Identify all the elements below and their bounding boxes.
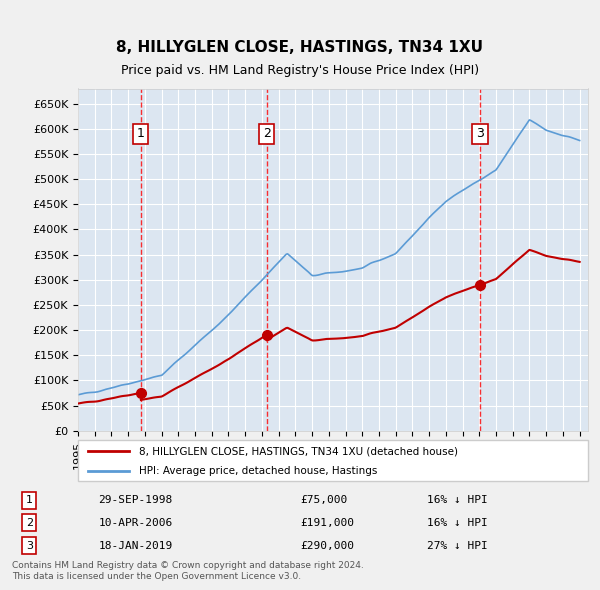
FancyBboxPatch shape [78, 440, 588, 481]
Text: £191,000: £191,000 [300, 517, 354, 527]
Text: 2: 2 [26, 517, 33, 527]
Text: 3: 3 [26, 541, 33, 551]
Text: 1: 1 [26, 496, 33, 505]
Text: 8, HILLYGLEN CLOSE, HASTINGS, TN34 1XU: 8, HILLYGLEN CLOSE, HASTINGS, TN34 1XU [116, 40, 484, 55]
Text: Price paid vs. HM Land Registry's House Price Index (HPI): Price paid vs. HM Land Registry's House … [121, 64, 479, 77]
Text: 18-JAN-2019: 18-JAN-2019 [98, 541, 173, 551]
Text: 3: 3 [476, 127, 484, 140]
Text: This data is licensed under the Open Government Licence v3.0.: This data is licensed under the Open Gov… [12, 572, 301, 581]
Text: 1: 1 [137, 127, 145, 140]
Text: Contains HM Land Registry data © Crown copyright and database right 2024.: Contains HM Land Registry data © Crown c… [12, 560, 364, 569]
Text: 16% ↓ HPI: 16% ↓ HPI [427, 496, 487, 505]
Text: 29-SEP-1998: 29-SEP-1998 [98, 496, 173, 505]
Text: £290,000: £290,000 [300, 541, 354, 551]
Text: HPI: Average price, detached house, Hastings: HPI: Average price, detached house, Hast… [139, 466, 377, 476]
Text: 2: 2 [263, 127, 271, 140]
Text: 27% ↓ HPI: 27% ↓ HPI [427, 541, 487, 551]
Text: 16% ↓ HPI: 16% ↓ HPI [427, 517, 487, 527]
Text: £75,000: £75,000 [300, 496, 347, 505]
Text: 8, HILLYGLEN CLOSE, HASTINGS, TN34 1XU (detached house): 8, HILLYGLEN CLOSE, HASTINGS, TN34 1XU (… [139, 446, 458, 456]
Text: 10-APR-2006: 10-APR-2006 [98, 517, 173, 527]
